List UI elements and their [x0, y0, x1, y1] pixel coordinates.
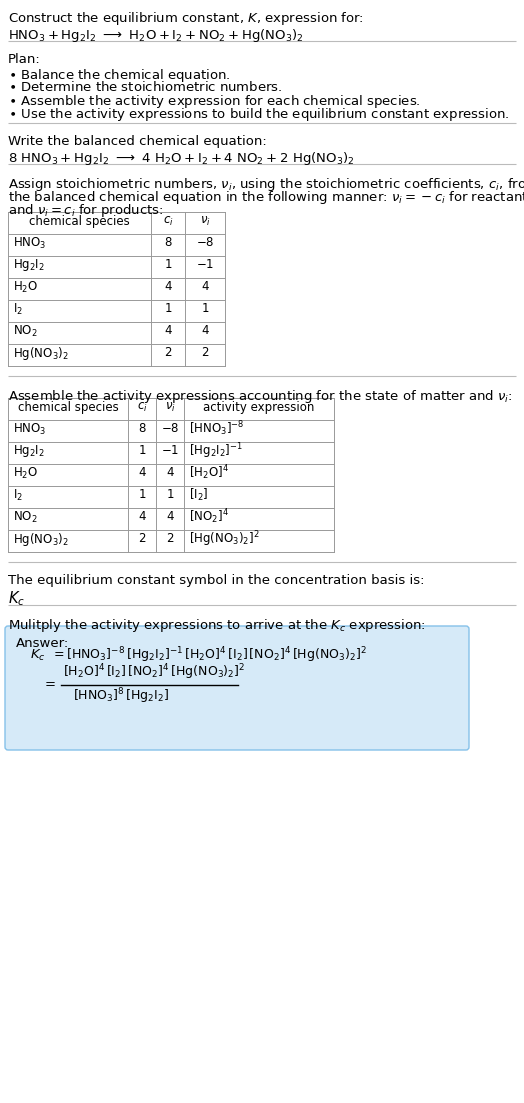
Text: $\mathrm{H_2O}$: $\mathrm{H_2O}$: [13, 465, 38, 481]
Text: $-1$: $-1$: [161, 445, 179, 458]
Text: 4: 4: [166, 467, 174, 480]
Text: $[\mathrm{H_2O}]^4$: $[\mathrm{H_2O}]^4$: [189, 463, 229, 482]
Text: 8: 8: [138, 422, 146, 436]
Text: and $\nu_i = c_i$ for products:: and $\nu_i = c_i$ for products:: [8, 202, 163, 219]
Text: activity expression: activity expression: [203, 400, 315, 414]
Text: 4: 4: [164, 280, 172, 293]
Text: $\mathrm{Hg(NO_3)_2}$: $\mathrm{Hg(NO_3)_2}$: [13, 344, 69, 362]
FancyBboxPatch shape: [5, 627, 469, 750]
Text: $\bullet$ Use the activity expressions to build the equilibrium constant express: $\bullet$ Use the activity expressions t…: [8, 106, 509, 124]
Text: 4: 4: [201, 324, 209, 338]
Text: $\mathrm{HNO_3} + \mathrm{Hg_2I_2}\ \longrightarrow\ \mathrm{H_2O} + \mathrm{I_2: $\mathrm{HNO_3} + \mathrm{Hg_2I_2}\ \lon…: [8, 26, 304, 44]
Text: 1: 1: [138, 445, 146, 458]
Text: Construct the equilibrium constant, $K$, expression for:: Construct the equilibrium constant, $K$,…: [8, 10, 364, 26]
Text: $\nu_i$: $\nu_i$: [165, 400, 176, 414]
Text: $= [\mathrm{HNO_3}]^{-8}\,[\mathrm{Hg_2I_2}]^{-1}\,[\mathrm{H_2O}]^4\,[\mathrm{I: $= [\mathrm{HNO_3}]^{-8}\,[\mathrm{Hg_2I…: [51, 645, 367, 665]
Text: $\mathrm{I_2}$: $\mathrm{I_2}$: [13, 488, 23, 503]
Text: $\bullet$ Assemble the activity expression for each chemical species.: $\bullet$ Assemble the activity expressi…: [8, 93, 421, 110]
Text: 1: 1: [138, 489, 146, 502]
Text: $\mathrm{Hg_2I_2}$: $\mathrm{Hg_2I_2}$: [13, 443, 45, 459]
Text: $\mathrm{H_2O}$: $\mathrm{H_2O}$: [13, 279, 38, 295]
Text: Answer:: Answer:: [16, 638, 69, 650]
Text: $K_c$: $K_c$: [30, 647, 46, 663]
Text: $\bullet$ Determine the stoichiometric numbers.: $\bullet$ Determine the stoichiometric n…: [8, 81, 282, 94]
Text: $\mathrm{Hg(NO_3)_2}$: $\mathrm{Hg(NO_3)_2}$: [13, 531, 69, 547]
Text: chemical species: chemical species: [18, 400, 118, 414]
Text: 1: 1: [201, 302, 209, 315]
Text: 1: 1: [164, 302, 172, 315]
Text: The equilibrium constant symbol in the concentration basis is:: The equilibrium constant symbol in the c…: [8, 574, 424, 587]
Text: $c_i$: $c_i$: [162, 214, 173, 227]
Text: 2: 2: [164, 346, 172, 360]
Text: $[\mathrm{HNO_3}]^{-8}$: $[\mathrm{HNO_3}]^{-8}$: [189, 419, 244, 438]
Text: $\mathrm{I_2}$: $\mathrm{I_2}$: [13, 301, 23, 317]
Text: 4: 4: [166, 511, 174, 524]
Text: $-1$: $-1$: [196, 258, 214, 271]
Text: Plan:: Plan:: [8, 53, 41, 66]
Text: 4: 4: [201, 280, 209, 293]
Text: Mulitply the activity expressions to arrive at the $K_c$ expression:: Mulitply the activity expressions to arr…: [8, 617, 426, 634]
Text: $\bullet$ Balance the chemical equation.: $\bullet$ Balance the chemical equation.: [8, 67, 231, 84]
Text: =: =: [45, 678, 56, 692]
Text: 2: 2: [138, 533, 146, 546]
Text: $[\mathrm{H_2O}]^4\,[\mathrm{I_2}]\,[\mathrm{NO_2}]^4\,[\mathrm{Hg(NO_3)_2}]^2$: $[\mathrm{H_2O}]^4\,[\mathrm{I_2}]\,[\ma…: [63, 662, 246, 682]
Text: $[\mathrm{NO_2}]^4$: $[\mathrm{NO_2}]^4$: [189, 507, 229, 526]
Text: Assemble the activity expressions accounting for the state of matter and $\nu_i$: Assemble the activity expressions accoun…: [8, 388, 512, 405]
Text: $-8$: $-8$: [196, 236, 214, 249]
Text: $c_i$: $c_i$: [137, 400, 147, 414]
Text: $\mathrm{HNO_3}$: $\mathrm{HNO_3}$: [13, 421, 47, 437]
Text: $[\mathrm{I_2}]$: $[\mathrm{I_2}]$: [189, 486, 209, 503]
Text: 2: 2: [201, 346, 209, 360]
Text: chemical species: chemical species: [29, 214, 130, 227]
Text: $\mathrm{NO_2}$: $\mathrm{NO_2}$: [13, 323, 38, 339]
Text: $-8$: $-8$: [161, 422, 179, 436]
Text: 1: 1: [166, 489, 174, 502]
Text: $8\ \mathrm{HNO_3} + \mathrm{Hg_2I_2}\ \longrightarrow\ 4\ \mathrm{H_2O} + \math: $8\ \mathrm{HNO_3} + \mathrm{Hg_2I_2}\ \…: [8, 150, 355, 167]
Text: $\mathrm{NO_2}$: $\mathrm{NO_2}$: [13, 510, 38, 525]
Text: 4: 4: [164, 324, 172, 338]
Text: $[\mathrm{Hg_2I_2}]^{-1}$: $[\mathrm{Hg_2I_2}]^{-1}$: [189, 441, 243, 461]
Text: $[\mathrm{HNO_3}]^8\,[\mathrm{Hg_2I_2}]$: $[\mathrm{HNO_3}]^8\,[\mathrm{Hg_2I_2}]$: [73, 686, 169, 706]
Text: 4: 4: [138, 511, 146, 524]
Text: $[\mathrm{Hg(NO_3)_2}]^2$: $[\mathrm{Hg(NO_3)_2}]^2$: [189, 529, 259, 549]
Text: $K_c$: $K_c$: [8, 589, 25, 608]
Text: 8: 8: [165, 236, 172, 249]
Text: 2: 2: [166, 533, 174, 546]
Text: Assign stoichiometric numbers, $\nu_i$, using the stoichiometric coefficients, $: Assign stoichiometric numbers, $\nu_i$, …: [8, 176, 524, 193]
Text: 4: 4: [138, 467, 146, 480]
Text: $\nu_i$: $\nu_i$: [200, 214, 211, 227]
Text: $\mathrm{Hg_2I_2}$: $\mathrm{Hg_2I_2}$: [13, 257, 45, 274]
Text: 1: 1: [164, 258, 172, 271]
Text: $\mathrm{HNO_3}$: $\mathrm{HNO_3}$: [13, 235, 47, 250]
Text: Write the balanced chemical equation:: Write the balanced chemical equation:: [8, 135, 267, 148]
Text: the balanced chemical equation in the following manner: $\nu_i = -c_i$ for react: the balanced chemical equation in the fo…: [8, 189, 524, 206]
